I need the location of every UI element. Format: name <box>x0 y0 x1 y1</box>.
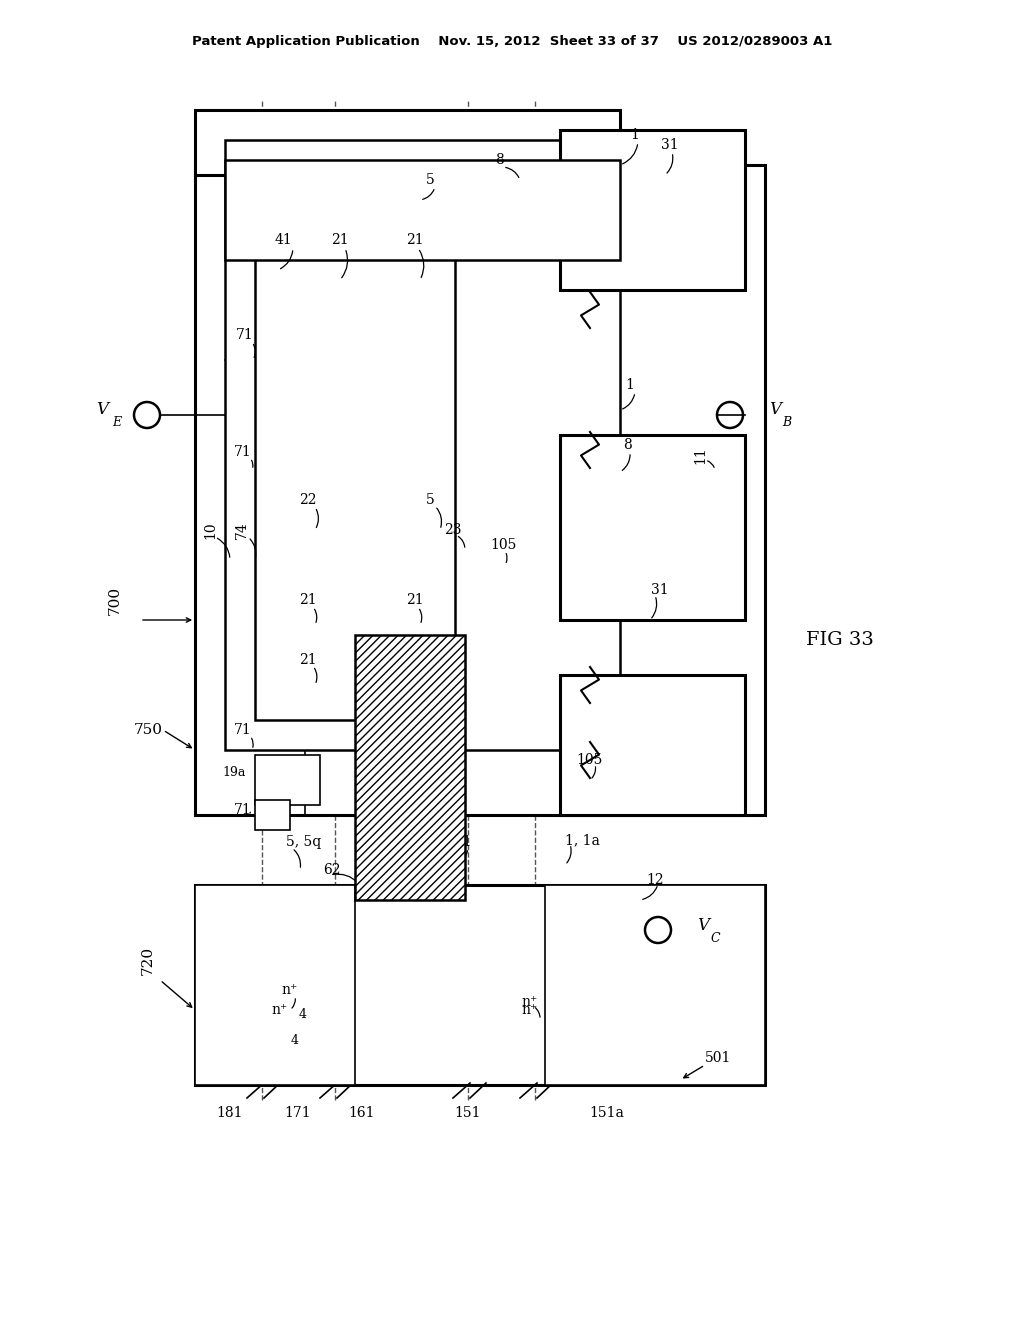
Text: Patent Application Publication    Nov. 15, 2012  Sheet 33 of 37    US 2012/02890: Patent Application Publication Nov. 15, … <box>191 36 833 49</box>
Text: 700: 700 <box>108 586 122 615</box>
Text: 22: 22 <box>299 492 316 507</box>
Bar <box>225 160 620 260</box>
Text: 21: 21 <box>299 653 316 667</box>
Text: V: V <box>769 401 781 418</box>
Text: 19a: 19a <box>222 766 246 779</box>
Text: 181: 181 <box>217 1106 244 1119</box>
Text: 62: 62 <box>324 863 341 876</box>
Text: 5: 5 <box>426 492 434 507</box>
Text: n⁺: n⁺ <box>282 983 298 997</box>
Text: 4: 4 <box>299 1008 307 1022</box>
Text: 31: 31 <box>662 139 679 152</box>
Text: n⁺: n⁺ <box>522 995 539 1008</box>
Text: 750: 750 <box>133 723 163 737</box>
Text: 21: 21 <box>407 593 424 607</box>
Bar <box>355 635 465 900</box>
Text: 161: 161 <box>349 1106 375 1119</box>
Text: 105: 105 <box>489 539 516 552</box>
Text: C: C <box>711 932 720 945</box>
Text: 61: 61 <box>455 836 472 849</box>
Bar <box>545 884 765 1085</box>
Text: 71: 71 <box>234 723 252 737</box>
Text: E: E <box>113 417 122 429</box>
Text: B: B <box>782 417 792 429</box>
Text: V: V <box>96 401 108 418</box>
Bar <box>255 755 319 805</box>
Text: 11: 11 <box>693 446 707 463</box>
Text: 23: 23 <box>444 523 462 537</box>
Text: 1: 1 <box>626 378 635 392</box>
Bar <box>195 884 355 1085</box>
Text: 8: 8 <box>624 438 633 451</box>
Text: 151a: 151a <box>590 1106 625 1119</box>
Text: 21: 21 <box>299 593 316 607</box>
Text: 10: 10 <box>203 521 217 539</box>
Text: 74: 74 <box>234 521 249 539</box>
Text: 105: 105 <box>577 752 603 767</box>
Text: n⁺: n⁺ <box>522 1003 539 1016</box>
Bar <box>255 240 455 719</box>
Text: 31: 31 <box>651 583 669 597</box>
Text: 5: 5 <box>426 173 434 187</box>
Text: 8: 8 <box>496 153 505 168</box>
Text: n⁺: n⁺ <box>271 1003 288 1016</box>
Bar <box>195 110 620 176</box>
Text: FIG 33: FIG 33 <box>806 631 873 649</box>
Text: 71: 71 <box>234 803 252 817</box>
Text: 151: 151 <box>455 1106 481 1119</box>
Text: 171: 171 <box>285 1106 311 1119</box>
Bar <box>195 165 765 814</box>
Text: 1: 1 <box>631 128 639 143</box>
Text: 4: 4 <box>291 1034 299 1047</box>
Bar <box>560 436 745 620</box>
Text: 12: 12 <box>646 873 664 887</box>
Text: 41: 41 <box>274 234 292 247</box>
Bar <box>560 129 745 290</box>
Bar <box>195 884 765 1085</box>
Text: 71: 71 <box>234 445 252 459</box>
Text: V: V <box>697 916 709 933</box>
Text: 1, 1a: 1, 1a <box>565 833 600 847</box>
Text: 71: 71 <box>237 327 254 342</box>
Bar <box>255 800 290 830</box>
Bar <box>225 140 620 750</box>
Text: 21: 21 <box>407 234 424 247</box>
Text: 21: 21 <box>407 653 424 667</box>
Text: 21: 21 <box>331 234 349 247</box>
Bar <box>560 675 745 814</box>
Text: 5, 5q: 5, 5q <box>286 836 322 849</box>
Text: 501: 501 <box>705 1051 731 1065</box>
Text: 720: 720 <box>141 945 155 974</box>
